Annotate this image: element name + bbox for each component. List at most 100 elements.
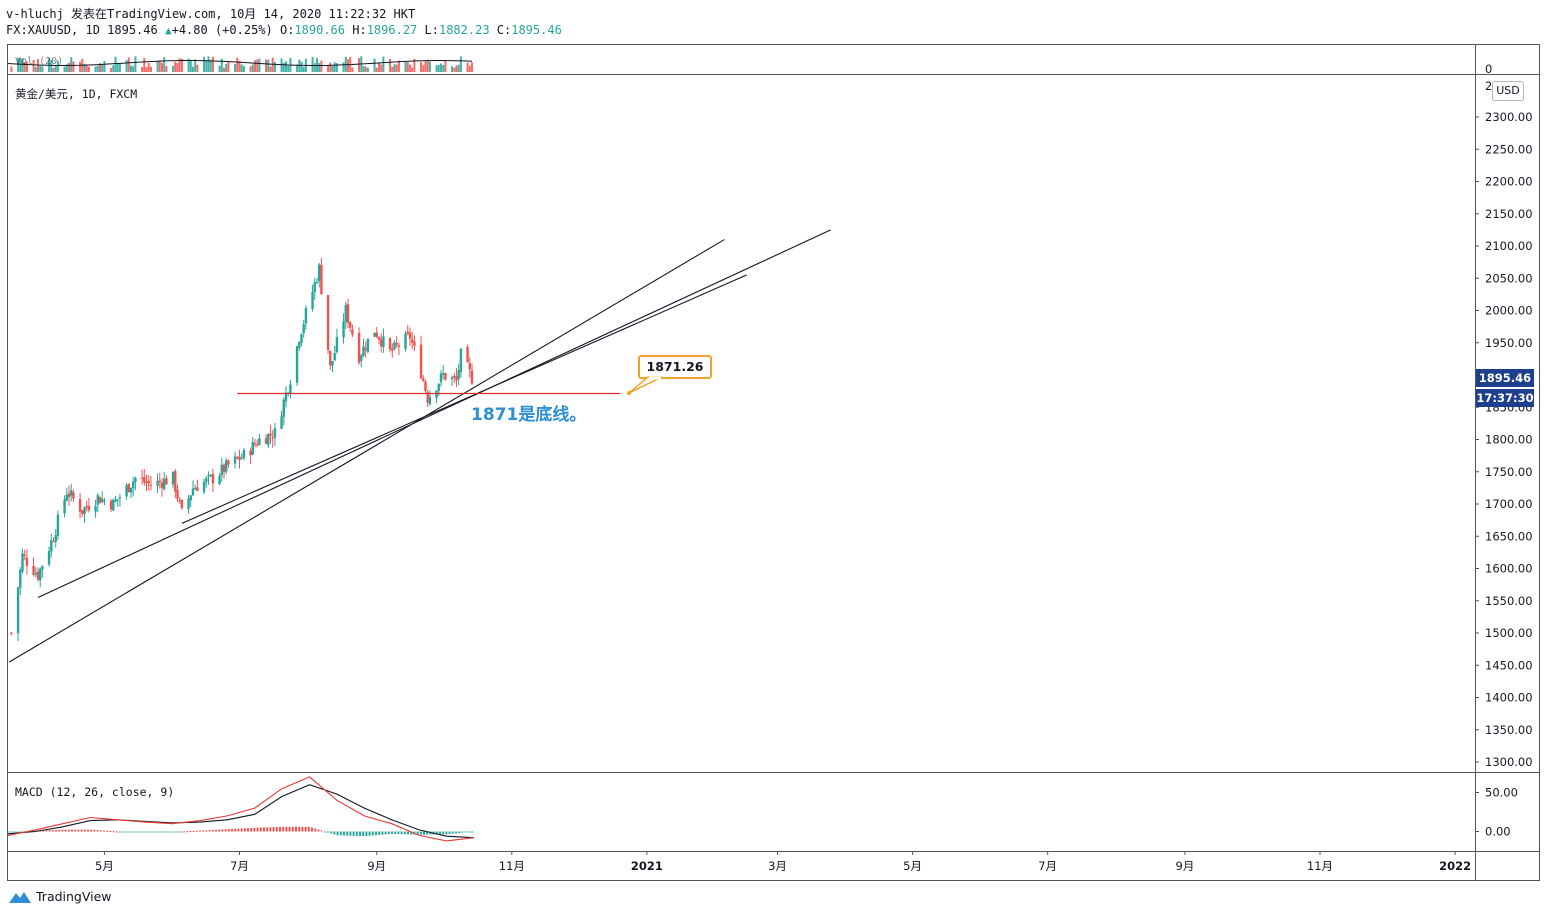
volume-bar — [145, 67, 148, 72]
candle-body — [344, 305, 347, 322]
volume-bar — [327, 64, 330, 72]
candle-body — [21, 553, 24, 572]
vol-legend[interactable]: Vol (20) — [15, 56, 64, 67]
time-axis[interactable]: 5月 7月 9月 11月 2021 3月 5月 7月 9月 11月 2022 — [95, 851, 1471, 873]
macd-histogram-bar — [435, 831, 438, 835]
volume-bar — [41, 66, 44, 72]
macd-legend[interactable]: MACD (12, 26, close, 9) — [15, 785, 175, 799]
macd-histogram-bar — [253, 827, 256, 832]
macd-histogram-bar — [455, 831, 457, 834]
volume-bar — [271, 57, 274, 72]
macd-histogram-bar — [343, 831, 345, 836]
candle-body — [222, 464, 226, 473]
high-label: H: — [352, 23, 367, 37]
macd-tick-label: 50.00 — [1485, 786, 1518, 800]
price-tick-label: 2150.00 — [1485, 207, 1533, 221]
macd-histogram-bar — [240, 828, 243, 832]
candle-body — [333, 352, 336, 361]
main-legend[interactable]: 黄金/美元, 1D, FXCM — [15, 87, 138, 101]
volume-bar — [209, 59, 212, 72]
volume-bar — [426, 59, 429, 72]
volume-bar — [404, 61, 407, 72]
candle-body — [397, 345, 401, 347]
candle-body — [326, 295, 330, 351]
candle-body — [295, 346, 299, 383]
macd-histogram-bar — [227, 829, 230, 832]
volume-bar — [437, 65, 440, 72]
candle-body — [112, 499, 115, 511]
candle-body — [422, 378, 425, 381]
volume-bar — [112, 65, 115, 72]
volume-bar — [382, 56, 385, 72]
candle-body — [163, 478, 166, 490]
volume-bar — [158, 60, 161, 72]
candle-body — [428, 396, 432, 405]
trendline — [8, 239, 725, 663]
volume-bar — [163, 56, 166, 72]
candle-body — [54, 535, 57, 542]
volume-bar — [335, 63, 338, 72]
trendlines[interactable] — [8, 229, 831, 663]
macd-histogram-bar — [224, 829, 227, 832]
candle-body — [41, 565, 44, 570]
vol-axis: 02 — [1485, 62, 1492, 93]
candle-body — [256, 444, 259, 446]
currency-button[interactable]: USD — [1492, 81, 1524, 101]
candle-body — [218, 475, 221, 484]
candle-body — [419, 344, 423, 379]
macd-histogram-bar — [115, 831, 118, 833]
volume-bar — [453, 67, 456, 72]
change: +4.80 (+0.25%) — [171, 23, 273, 37]
candle-body — [191, 488, 195, 496]
price-tick-label: 1950.00 — [1485, 336, 1533, 350]
macd-histogram-bar — [48, 830, 51, 832]
vol-tick-label: 0 — [1485, 62, 1492, 76]
time-tick-label: 5月 — [903, 859, 922, 873]
footer-brand[interactable]: TradingView — [8, 889, 112, 904]
volume-bar — [389, 58, 392, 72]
macd-histogram-bar — [99, 830, 102, 832]
price-tick-label: 1400.00 — [1485, 691, 1533, 705]
macd-histogram-bar — [346, 831, 349, 836]
macd-histogram-bar — [195, 830, 198, 832]
candle-body — [264, 438, 268, 444]
macd-histogram-bar — [448, 831, 451, 834]
candle-body — [360, 355, 363, 361]
candle-body — [366, 338, 370, 352]
volume-bar — [265, 59, 268, 72]
candle-body — [81, 509, 84, 514]
volume-bar — [366, 67, 369, 72]
candle-body — [171, 471, 175, 485]
candle-body — [375, 332, 378, 337]
volume-bar — [284, 61, 287, 72]
time-tick-label: 11月 — [1307, 859, 1333, 873]
candle-body — [134, 477, 137, 482]
candle-body — [258, 438, 261, 445]
volume-bar — [70, 57, 73, 72]
volume-bar — [362, 65, 365, 72]
chart-frame — [7, 44, 1540, 881]
macd-histogram-bar — [381, 831, 384, 835]
volume-bar — [282, 62, 285, 72]
publish-info: v-hluchj 发表在TradingView.com, 10月 14, 202… — [6, 7, 416, 21]
volume-bar — [63, 66, 66, 72]
volume-bar — [165, 65, 168, 72]
candle-body — [116, 499, 119, 501]
price-axis[interactable]: 2300.00 2250.00 2200.00 2150.00 2100.00 2050.… — [1475, 110, 1533, 769]
candle-body — [362, 346, 365, 357]
volume-bar — [391, 66, 394, 72]
time-tick-label: 2021 — [631, 859, 663, 873]
volume-bar — [19, 58, 22, 72]
candle-body — [50, 540, 53, 552]
volume-bar — [191, 66, 194, 72]
macd-histogram-bar — [403, 831, 406, 835]
macd-histogram-bar — [64, 829, 67, 832]
candle-body — [196, 487, 199, 492]
annotation-note[interactable]: 1871是底线。 — [471, 405, 587, 425]
macd-histogram-bar — [221, 829, 224, 832]
last-price: 1895.46 — [107, 23, 158, 37]
price-callout[interactable]: 1871.26 — [638, 355, 712, 379]
volume-bar — [408, 64, 411, 72]
candle-body — [114, 499, 117, 502]
